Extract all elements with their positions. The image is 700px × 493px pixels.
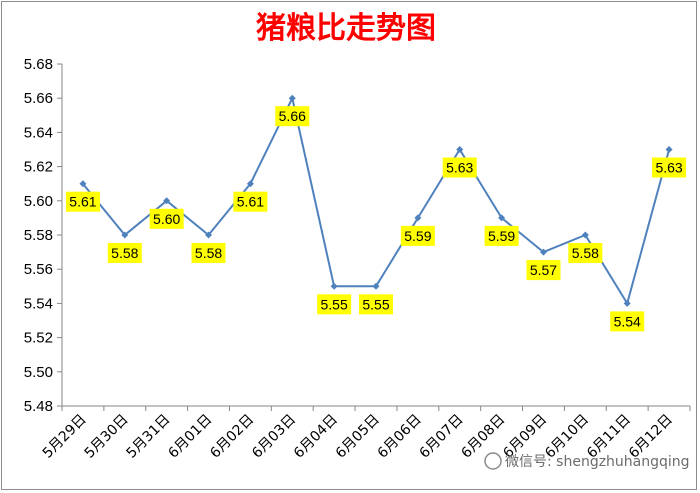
data-point [539,248,547,256]
data-label: 5.58 [111,245,138,261]
data-label: 5.55 [362,296,389,312]
data-label-bg [65,191,100,212]
data-label: 5.55 [321,296,348,312]
data-point [163,197,171,205]
data-label: 5.54 [614,313,641,329]
x-tick-label: 6月06日 [375,412,425,462]
data-point [456,146,464,153]
x-tick-label: 5月31日 [123,412,173,462]
data-label: 5.63 [446,160,473,176]
data-label-bg [400,225,435,246]
y-tick-label: 5.62 [24,159,53,176]
data-label: 5.57 [530,262,557,278]
y-tick-label: 5.50 [24,364,53,381]
data-label-bg [442,157,477,178]
data-point [205,231,213,239]
y-tick-label: 5.60 [24,193,53,210]
data-label: 5.58 [572,245,599,261]
data-label: 5.58 [195,245,222,261]
data-point [581,231,589,239]
x-tick-label: 6月07日 [417,412,467,462]
data-point [414,214,422,222]
wechat-icon [484,452,502,470]
data-point [498,214,506,222]
data-label-bg [317,294,352,315]
data-label-bg [149,208,184,229]
data-point [665,146,673,153]
axes [61,64,690,407]
data-point [121,231,129,239]
data-point [246,180,254,188]
data-label-bg [526,260,561,281]
data-label: 5.61 [69,194,96,210]
data-point [623,299,631,307]
y-tick-label: 5.66 [24,90,53,107]
data-label-bg [652,157,687,178]
series-polyline [82,97,671,305]
data-label: 5.60 [153,211,180,227]
series-line [79,94,673,307]
data-label-bg [233,191,268,212]
data-point [288,94,296,102]
x-tick-label: 6月08日 [458,412,508,462]
x-tick-label: 6月01日 [165,412,215,462]
watermark: 微信号: shengzhuhangqing [484,452,690,470]
x-tick-label: 5月29日 [40,412,90,462]
data-label: 5.66 [279,108,306,124]
y-tick-label: 5.56 [24,261,53,278]
y-tick-label: 5.52 [24,330,53,347]
data-label-bg [191,243,226,263]
data-label: 5.59 [488,228,515,244]
x-tick-label: 6月03日 [249,412,299,462]
data-label: 5.63 [655,160,682,176]
y-axis-ticks: 5.48 5.50 5.52 5.54 5.56 5.58 5.60 5.62 5.64 5.66… [24,56,62,415]
data-label-bg [484,225,519,246]
data-label: 5.61 [237,194,264,210]
data-point [372,282,380,290]
data-label-bg [107,243,142,263]
data-label-bg [568,243,603,263]
data-label: 5.59 [404,228,431,244]
y-tick-label: 5.48 [24,398,53,415]
data-label-bg [610,311,645,332]
y-tick-label: 5.58 [24,227,53,244]
data-label-bg [275,106,310,127]
data-labels: 5.61 5.58 5.60 5.58 5.61 5.66 5.55 5.55 5.59 5.63… [65,106,687,332]
watermark-text: 微信号: shengzhuhangqing [505,454,690,470]
x-tick-label: 6月02日 [207,412,257,462]
chart-title: 猪粮比走势图 [256,11,436,46]
x-tick-label: 6月05日 [333,412,383,462]
y-tick-label: 5.68 [24,56,53,73]
data-point [330,282,338,290]
data-point [79,180,87,188]
x-tick-label: 6月04日 [291,412,341,462]
x-tick-label: 5月30日 [82,412,132,462]
y-tick-label: 5.54 [24,295,53,312]
data-label-bg [359,294,393,315]
y-tick-label: 5.64 [24,124,53,141]
